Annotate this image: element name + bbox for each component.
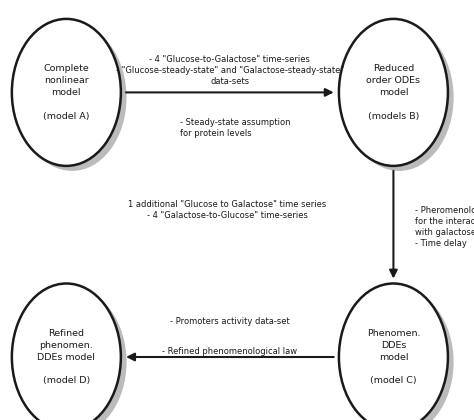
Text: Phenomen.
DDEs
model

(model C): Phenomen. DDEs model (model C) [367,329,420,385]
Ellipse shape [18,24,127,171]
Text: - Steady-state assumption
for protein levels: - Steady-state assumption for protein le… [180,118,291,138]
Ellipse shape [339,19,448,166]
Text: - Refined phenomenological law: - Refined phenomenological law [162,346,298,355]
Text: - 4 "Glucose-to-Galactose" time-series
- "Glucose-steady-state" and "Galactose-s: - 4 "Glucose-to-Galactose" time-series -… [116,55,344,86]
Ellipse shape [339,284,448,420]
Ellipse shape [12,19,121,166]
Ellipse shape [345,289,454,420]
Text: Complete
nonlinear
model

(model A): Complete nonlinear model (model A) [43,64,90,121]
Text: - Promoters activity data-set: - Promoters activity data-set [170,317,290,326]
Ellipse shape [18,289,127,420]
Ellipse shape [345,24,454,171]
Text: - Pheromenological aw
for the interactions
with galactose
- Time delay: - Pheromenological aw for the interactio… [415,206,474,248]
Ellipse shape [12,284,121,420]
Text: Refined
phenomen.
DDEs model

(model D): Refined phenomen. DDEs model (model D) [37,329,95,385]
Text: 1 additional "Glucose to Galactose" time series
- 4 "Galactose-to-Glucose" time-: 1 additional "Glucose to Galactose" time… [128,200,327,220]
Text: Reduced
order ODEs
model

(models B): Reduced order ODEs model (models B) [366,64,420,121]
